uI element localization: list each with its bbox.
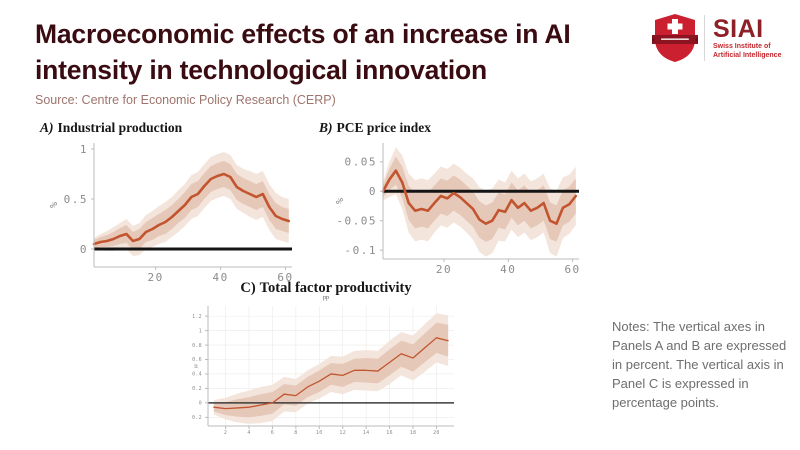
panel-a-label: A) — [40, 120, 54, 135]
svg-text:1: 1 — [199, 328, 202, 334]
panel-b-label: B) — [319, 120, 333, 135]
svg-text:4: 4 — [247, 430, 250, 436]
svg-text:8: 8 — [294, 430, 297, 436]
panel-b-plot: 0.05 0 -0.05 -0.1 20 40 60% — [335, 143, 580, 276]
page-title: Macroeconomic effects of an increase in … — [35, 19, 571, 85]
panel-c-title: C) Total factor productivity — [192, 280, 460, 296]
svg-text:60: 60 — [277, 271, 293, 284]
svg-text:-0.2: -0.2 — [192, 415, 202, 421]
svg-text:0: 0 — [199, 401, 202, 407]
svg-text:20: 20 — [433, 430, 440, 436]
panel-c-plot: 1.2 1 0.8 0.6 0.4 0.2 0 -0.2 2 4 6 8 10 12 14 16 18 20 pp — [189, 306, 454, 436]
svg-text:0.5: 0.5 — [64, 193, 88, 206]
panel-b-pce-price-index: B) PCE price index 0.05 0 -0.05 -0.1 20 40 60% — [313, 120, 585, 289]
svg-text:12: 12 — [339, 430, 346, 436]
panel-c-name: Total factor productivity — [259, 280, 412, 296]
panel-a-plot: 1 0.5 0 20 40 60% — [49, 143, 293, 284]
svg-text:-0.1: -0.1 — [345, 244, 378, 257]
svg-text:0: 0 — [80, 243, 88, 256]
svg-text:16: 16 — [386, 430, 393, 436]
svg-text:40: 40 — [212, 271, 228, 284]
siai-logo: SIAI Swiss Institute of Artificial Intel… — [652, 12, 781, 64]
svg-text:0.8: 0.8 — [192, 343, 202, 349]
logo-acronym: SIAI — [713, 14, 764, 43]
logo-subtitle-line1: Swiss Institute of — [713, 42, 771, 50]
logo-text: SIAI Swiss Institute of Artificial Intel… — [713, 14, 782, 60]
panel-a-name: Industrial production — [57, 120, 183, 135]
panel-c-total-factor-productivity: C) Total factor productivity pp 1.2 1 0.8 0.… — [189, 280, 460, 447]
svg-text:18: 18 — [410, 430, 417, 436]
svg-text:40: 40 — [500, 263, 516, 276]
svg-text:0.6: 0.6 — [192, 357, 202, 363]
svg-text:%: % — [335, 198, 346, 204]
svg-text:1.2: 1.2 — [192, 314, 202, 320]
svg-text:1: 1 — [80, 143, 88, 156]
svg-text:20: 20 — [436, 263, 452, 276]
svg-text:6: 6 — [271, 430, 274, 436]
svg-text:%: % — [49, 202, 60, 208]
source-line: Source: Centre for Economic Policy Resea… — [35, 93, 336, 107]
logo-divider — [704, 15, 705, 61]
svg-text:-0.05: -0.05 — [336, 215, 377, 228]
svg-text:0.05: 0.05 — [345, 156, 378, 169]
swiss-shield-icon — [652, 14, 698, 62]
panel-a-title: A) Industrial production — [40, 120, 302, 138]
svg-text:14: 14 — [363, 430, 370, 436]
panel-b-name: PCE price index — [336, 120, 432, 135]
panel-b-title: B) PCE price index — [319, 120, 585, 138]
svg-text:10: 10 — [316, 430, 323, 436]
notes-text: Notes: The vertical axes in Panels A and… — [612, 319, 787, 410]
panel-a-industrial-production: A) Industrial production 1 0.5 0 20 40 60% — [30, 120, 302, 289]
svg-text:0.4: 0.4 — [192, 372, 202, 378]
svg-text:60: 60 — [564, 263, 580, 276]
panel-c-label: C) — [240, 280, 256, 296]
logo-subtitle-line2: Artificial Intelligence — [713, 51, 782, 59]
svg-text:0: 0 — [369, 185, 377, 198]
panel-c-unit-note: pp — [323, 295, 329, 301]
svg-text:pp: pp — [193, 363, 198, 368]
svg-text:2: 2 — [224, 430, 227, 436]
svg-text:20: 20 — [148, 271, 164, 284]
svg-text:0.2: 0.2 — [192, 386, 202, 392]
